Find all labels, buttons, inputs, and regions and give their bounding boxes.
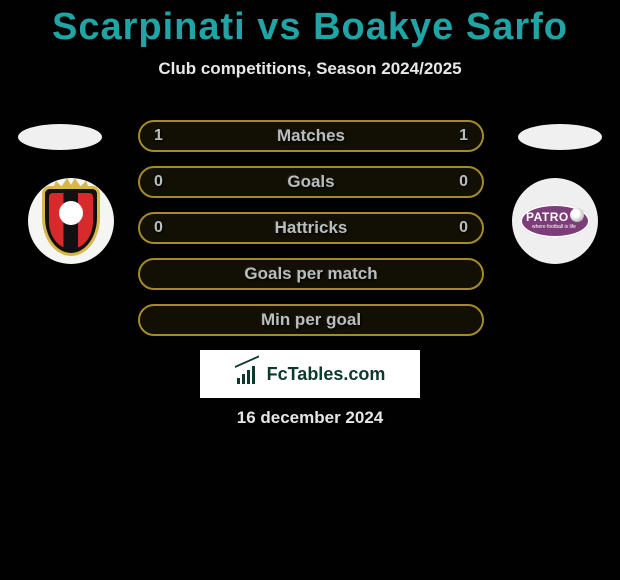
badge-text: PATRO <box>526 210 569 224</box>
stat-value-left: 0 <box>154 173 163 191</box>
player-photo-left <box>18 124 102 150</box>
stat-label: Goals per match <box>244 264 377 284</box>
stat-value-right: 0 <box>459 173 468 191</box>
brand-box[interactable]: FcTables.com <box>200 350 420 398</box>
ball-icon <box>570 208 584 222</box>
chart-icon <box>235 364 261 384</box>
stat-row-matches: 1 Matches 1 <box>138 120 484 152</box>
stats-table: 1 Matches 1 0 Goals 0 0 Hattricks 0 Goal… <box>138 120 484 350</box>
badge-subtext: where football is life <box>532 224 576 230</box>
subtitle: Club competitions, Season 2024/2025 <box>0 59 620 79</box>
stat-label: Matches <box>277 126 345 146</box>
stat-value-right: 0 <box>459 219 468 237</box>
player-photo-right <box>518 124 602 150</box>
stat-row-mpg: Min per goal <box>138 304 484 336</box>
stat-row-gpm: Goals per match <box>138 258 484 290</box>
stat-label: Hattricks <box>275 218 348 238</box>
shield-icon <box>42 186 100 256</box>
stat-row-goals: 0 Goals 0 <box>138 166 484 198</box>
team-badge-right: PATRO where football is life <box>512 178 598 264</box>
brand-text: FcTables.com <box>267 364 386 385</box>
date-label: 16 december 2024 <box>0 408 620 428</box>
page-title: Scarpinati vs Boakye Sarfo <box>0 0 620 49</box>
stat-value-left: 1 <box>154 127 163 145</box>
team-badge-left <box>28 178 114 264</box>
stat-value-right: 1 <box>459 127 468 145</box>
stat-row-hattricks: 0 Hattricks 0 <box>138 212 484 244</box>
stat-value-left: 0 <box>154 219 163 237</box>
stat-label: Min per goal <box>261 310 361 330</box>
stat-label: Goals <box>287 172 334 192</box>
